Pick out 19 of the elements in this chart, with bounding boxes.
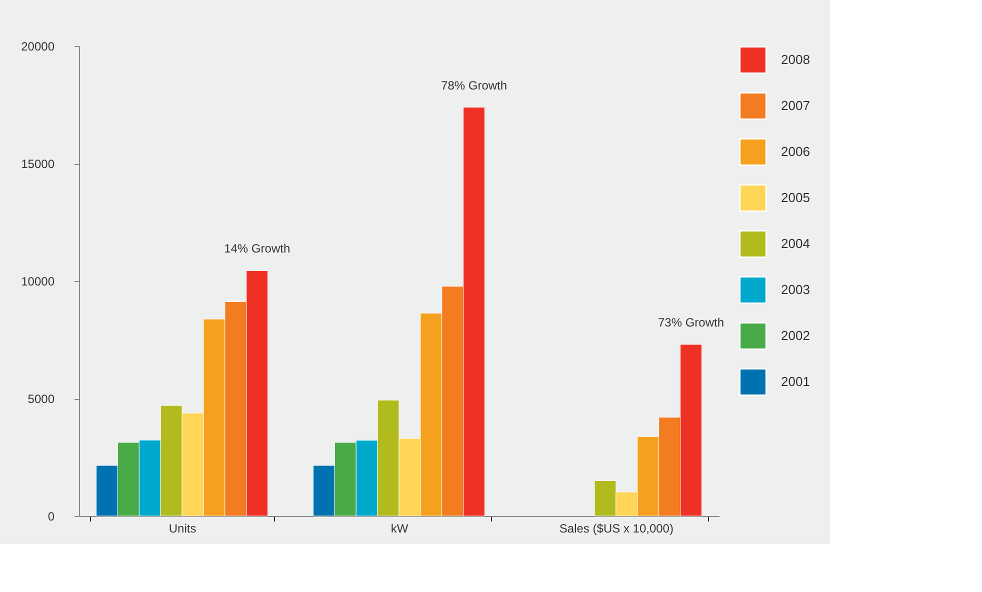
x-tick-label: Sales ($US x 10,000) bbox=[559, 522, 674, 536]
y-tick-label: 10000 bbox=[21, 274, 55, 288]
annotation: 78% Growth bbox=[441, 78, 508, 92]
legend-label: 2005 bbox=[781, 190, 810, 205]
x-tick-label: kW bbox=[390, 522, 409, 536]
annotation: 73% Growth bbox=[658, 315, 724, 330]
y-tick-label: 0 bbox=[48, 510, 55, 524]
legend-label: 2001 bbox=[781, 374, 810, 389]
annotation: 14% Growth bbox=[224, 242, 290, 256]
y-tick-label: 15000 bbox=[21, 157, 55, 171]
legend-label: 2007 bbox=[781, 98, 810, 113]
y-tick-label: 5000 bbox=[28, 392, 55, 406]
legend-label: 2008 bbox=[781, 52, 810, 67]
legend-label: 2004 bbox=[781, 236, 810, 251]
legend-label: 2003 bbox=[781, 282, 810, 297]
legend-label: 2006 bbox=[781, 144, 810, 159]
legend-label: 2002 bbox=[781, 328, 810, 343]
y-tick-label: 20000 bbox=[21, 40, 55, 54]
x-tick-label: Units bbox=[168, 522, 196, 536]
